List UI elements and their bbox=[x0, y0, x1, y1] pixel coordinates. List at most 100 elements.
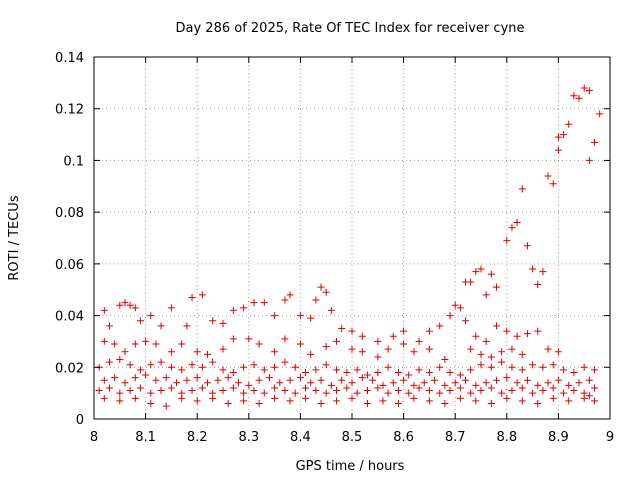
data-point bbox=[591, 138, 599, 146]
data-point bbox=[296, 374, 304, 382]
data-point bbox=[95, 387, 103, 395]
data-point bbox=[513, 332, 521, 340]
data-point bbox=[126, 387, 134, 395]
data-point bbox=[487, 353, 495, 361]
data-point bbox=[544, 379, 552, 387]
y-tick-label: 0.08 bbox=[55, 206, 84, 221]
data-point bbox=[389, 379, 397, 387]
data-point bbox=[436, 389, 444, 397]
data-point bbox=[312, 366, 320, 374]
data-point bbox=[508, 345, 516, 353]
data-point bbox=[415, 337, 423, 345]
data-point bbox=[147, 389, 155, 397]
y-tick-label: 0.14 bbox=[55, 51, 84, 66]
data-point bbox=[157, 322, 165, 330]
data-point bbox=[451, 301, 459, 309]
data-point bbox=[255, 376, 263, 384]
data-point bbox=[379, 381, 387, 389]
data-point bbox=[374, 368, 382, 376]
data-point bbox=[441, 399, 449, 407]
data-point bbox=[358, 332, 366, 340]
y-tick-label: 0.02 bbox=[55, 361, 84, 376]
data-point bbox=[167, 384, 175, 392]
data-point bbox=[487, 399, 495, 407]
data-point bbox=[265, 374, 273, 382]
data-point bbox=[539, 363, 547, 371]
data-point bbox=[204, 350, 212, 358]
data-point bbox=[570, 92, 578, 100]
data-point bbox=[384, 363, 392, 371]
data-point bbox=[183, 376, 191, 384]
data-point bbox=[446, 387, 454, 395]
data-point bbox=[281, 387, 289, 395]
data-point bbox=[271, 312, 279, 320]
data-point bbox=[487, 363, 495, 371]
data-point bbox=[400, 340, 408, 348]
data-point bbox=[363, 371, 371, 379]
data-point bbox=[302, 394, 310, 402]
data-point bbox=[405, 371, 413, 379]
y-tick-label: 0.04 bbox=[55, 310, 84, 325]
data-point bbox=[193, 374, 201, 382]
data-point bbox=[591, 384, 599, 392]
data-point bbox=[116, 356, 124, 364]
data-point bbox=[560, 389, 568, 397]
data-point bbox=[167, 348, 175, 356]
data-point bbox=[410, 348, 418, 356]
data-point bbox=[250, 387, 258, 395]
data-point bbox=[410, 394, 418, 402]
data-point bbox=[152, 376, 160, 384]
data-point bbox=[492, 322, 500, 330]
x-tick-label: 8.1 bbox=[135, 430, 156, 445]
data-point bbox=[307, 314, 315, 322]
data-point bbox=[260, 366, 268, 374]
data-point bbox=[431, 376, 439, 384]
data-point bbox=[513, 379, 521, 387]
data-point bbox=[162, 374, 170, 382]
data-point bbox=[271, 384, 279, 392]
x-tick-label: 8 bbox=[90, 430, 98, 445]
data-point bbox=[394, 387, 402, 395]
data-point bbox=[100, 337, 108, 345]
data-point bbox=[188, 361, 196, 369]
data-point bbox=[260, 389, 268, 397]
y-tick-label: 0 bbox=[76, 413, 84, 428]
data-point bbox=[198, 291, 206, 299]
data-point bbox=[384, 389, 392, 397]
data-point bbox=[436, 322, 444, 330]
data-point bbox=[503, 237, 511, 245]
data-point bbox=[291, 389, 299, 397]
data-point bbox=[327, 381, 335, 389]
data-point bbox=[477, 265, 485, 273]
data-point bbox=[173, 379, 181, 387]
data-point bbox=[549, 361, 557, 369]
data-point bbox=[441, 381, 449, 389]
data-point bbox=[348, 345, 356, 353]
data-point bbox=[529, 361, 537, 369]
data-point bbox=[534, 281, 542, 289]
data-point bbox=[575, 379, 583, 387]
data-point bbox=[400, 376, 408, 384]
data-point bbox=[234, 379, 242, 387]
data-point bbox=[121, 379, 129, 387]
data-point bbox=[245, 335, 253, 343]
data-point bbox=[379, 397, 387, 405]
data-point bbox=[482, 379, 490, 387]
data-point bbox=[539, 387, 547, 395]
data-point bbox=[276, 379, 284, 387]
data-point bbox=[596, 110, 604, 118]
data-point bbox=[255, 399, 263, 407]
data-point bbox=[467, 345, 475, 353]
data-point bbox=[178, 340, 186, 348]
data-point bbox=[384, 345, 392, 353]
data-point bbox=[363, 399, 371, 407]
data-point bbox=[178, 366, 186, 374]
data-point bbox=[472, 332, 480, 340]
data-point bbox=[472, 268, 480, 276]
data-point bbox=[250, 299, 258, 307]
data-point bbox=[503, 374, 511, 382]
data-point bbox=[142, 371, 150, 379]
data-point bbox=[126, 301, 134, 309]
data-point bbox=[529, 265, 537, 273]
data-point bbox=[420, 379, 428, 387]
